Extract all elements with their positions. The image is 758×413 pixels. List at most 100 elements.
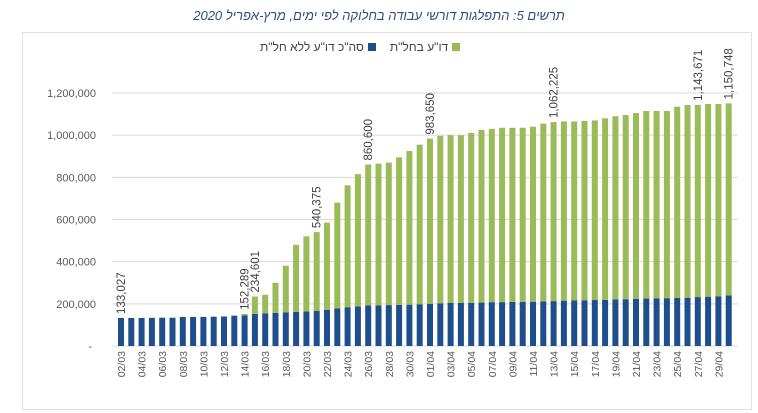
y-tick-label: - (88, 341, 92, 353)
bar-added (488, 128, 495, 303)
bar-added (550, 122, 557, 302)
bar-base (622, 299, 629, 346)
bar-base (241, 315, 248, 346)
bar-base (663, 298, 670, 346)
bar-added (530, 126, 536, 302)
bar-base (406, 304, 413, 346)
x-tick-label: 21/04 (631, 351, 643, 377)
bar-base (210, 316, 217, 346)
bar-base (633, 298, 639, 346)
bar-added (694, 104, 701, 298)
legend-swatch-green (452, 43, 461, 51)
bar-base (488, 302, 495, 346)
bar-base (468, 302, 475, 346)
bar-base (705, 296, 712, 346)
bar-base (396, 304, 403, 346)
x-tick-label: 28/03 (384, 351, 396, 377)
bar-added (437, 135, 444, 304)
bar-base (282, 312, 289, 346)
bar-added (344, 185, 351, 308)
data-label: 1,062,225 (549, 67, 561, 118)
bar-base (416, 304, 423, 346)
y-tick-label: 1,200,000 (47, 88, 96, 100)
legend-label: סה"כ דו"ע ללא חל"ת (260, 40, 364, 54)
x-tick-label: 06/03 (157, 351, 169, 377)
bar-base (365, 305, 372, 346)
bar-added (272, 282, 279, 313)
bar-base (509, 301, 516, 346)
bar-base (231, 315, 238, 346)
x-tick-label: 26/03 (363, 351, 375, 377)
bar-base (643, 298, 650, 346)
bar-added (468, 133, 475, 303)
x-tick-label: 17/04 (590, 351, 602, 377)
y-tick-label: 1,000,000 (47, 130, 96, 142)
x-tick-label: 09/04 (507, 351, 519, 377)
bar-added (324, 222, 330, 310)
bar-base (602, 299, 609, 346)
x-tick-label: 11/04 (528, 351, 540, 377)
bar-base (550, 301, 557, 346)
bar-added (406, 150, 413, 305)
bar-added (365, 164, 372, 306)
chart-title: תרשים 5: התפלגות דורשי עבודה בחלוקה לפי … (193, 8, 565, 23)
data-label: 152,289 (240, 268, 252, 310)
bar-base (354, 306, 361, 346)
x-tick-label: 18/03 (281, 351, 293, 377)
bar-base (313, 311, 320, 346)
bar-added (293, 244, 300, 312)
data-label: 1,150,748 (724, 48, 736, 99)
bar-base (519, 301, 526, 346)
bar-base (447, 302, 454, 346)
bar-added (684, 105, 691, 298)
x-tick-label: 25/04 (672, 351, 684, 377)
data-label: 860,600 (363, 119, 375, 161)
x-tick-label: 29/04 (713, 351, 725, 377)
bar-added (447, 135, 454, 303)
x-tick-label: 23/04 (652, 351, 664, 377)
bar-base (179, 316, 186, 346)
bar-added (354, 174, 361, 307)
legend: דו"ע בחל"ת סה"כ דו"ע ללא חל"ת (260, 40, 461, 54)
bar-base (591, 300, 598, 346)
bar-base (334, 308, 341, 346)
bar-base (251, 313, 258, 346)
bar-added (633, 113, 639, 299)
y-tick-label: 400,000 (56, 257, 96, 269)
bar-base (138, 317, 145, 346)
bar-added (560, 121, 567, 301)
bar-base (725, 295, 732, 346)
bar-base (221, 316, 227, 346)
data-label: 133,027 (116, 272, 128, 314)
x-tick-label: 16/03 (260, 351, 272, 377)
bar-base (581, 300, 588, 346)
bar-added (715, 103, 722, 297)
bar-base (190, 316, 197, 346)
bar-base (159, 317, 166, 346)
bar-base (571, 300, 578, 346)
bar-added (303, 236, 310, 312)
bar-base (344, 307, 351, 346)
legend-item-added: דו"ע בחל"ת (389, 40, 461, 54)
bar-added (262, 294, 269, 314)
bar-added (282, 265, 289, 313)
bar-added (581, 120, 588, 301)
bar-base (427, 303, 433, 346)
x-tick-label: 15/04 (569, 351, 581, 377)
bar-added (612, 116, 619, 300)
bar-base (478, 302, 485, 346)
x-tick-label: 27/04 (693, 351, 705, 377)
x-tick-label: 24/03 (343, 351, 355, 377)
bar-base (653, 298, 660, 346)
x-tick-label: 04/03 (137, 351, 149, 377)
bar-base (385, 305, 392, 346)
bar-base (272, 312, 279, 346)
bar-added (519, 127, 526, 302)
data-label: 1,143,671 (693, 50, 705, 101)
legend-label: דו"ע בחל"ת (389, 40, 449, 54)
bar-added (385, 162, 392, 306)
x-tick-label: 01/04 (425, 351, 437, 377)
bar-base (540, 301, 547, 346)
bar-added (313, 232, 320, 312)
